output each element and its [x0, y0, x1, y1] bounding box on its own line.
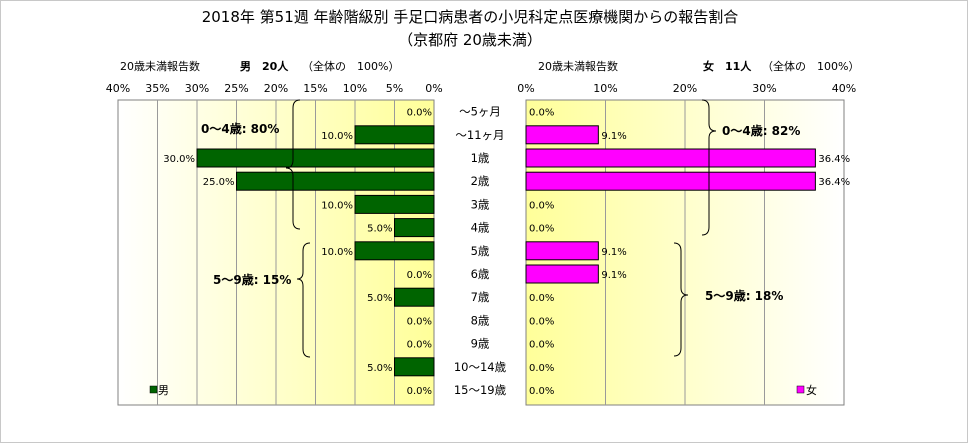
category-label: ～11ヶ月	[455, 128, 504, 142]
category-label: 5歳	[471, 244, 490, 258]
male-legend-label: 男	[158, 384, 169, 397]
male-data-label: 0.0%	[407, 270, 432, 281]
female-legend-label: 女	[806, 383, 817, 397]
male-data-labels: 0.0% 10.0% 30.0% 25.0% 10.0% 5.0% 10.0% 0.0% 5.0…	[163, 108, 432, 397]
male-data-label: 25.0%	[203, 177, 235, 188]
male-tick-label: 40%	[106, 82, 130, 95]
female-0-4-brace	[701, 99, 717, 236]
category-label: 15～19歳	[454, 383, 507, 397]
female-0-4-annotation: 0～4歳: 82%	[722, 123, 800, 138]
category-label: 2歳	[471, 174, 490, 188]
female-data-labels: 0.0% 9.1% 36.4% 36.4% 0.0% 0.0% 9.1% 9.1% 0.0% 0.…	[529, 108, 850, 397]
male-tick-label: 5%	[386, 82, 403, 95]
male-legend-swatch	[149, 385, 158, 394]
female-5-9-brace	[673, 242, 689, 357]
female-data-label: 0.0%	[529, 340, 554, 351]
male-bar	[354, 125, 435, 145]
male-header-note: （全体の 100%）	[302, 59, 399, 73]
female-data-label: 9.1%	[601, 247, 626, 258]
female-tick-label: 0%	[517, 82, 534, 95]
female-data-label: 0.0%	[529, 386, 554, 397]
male-data-label: 5.0%	[367, 363, 392, 374]
female-header-left: 20歳未満報告数	[538, 60, 618, 73]
category-label: 4歳	[471, 221, 490, 235]
female-bar	[525, 241, 599, 261]
female-bar	[525, 171, 816, 191]
male-tick-label: 35%	[145, 82, 169, 95]
female-bar	[525, 125, 599, 145]
male-bar	[394, 287, 435, 307]
category-labels: ～5ヶ月 ～11ヶ月 1歳 2歳 3歳 4歳 5歳 6歳 7歳 8歳 9歳 10～14歳 15～19歳	[454, 105, 507, 397]
male-bar	[394, 357, 435, 377]
male-tick-label: 15%	[303, 82, 327, 95]
female-tick-label: 10%	[593, 82, 617, 95]
category-label: ～5ヶ月	[459, 105, 501, 119]
chart-title: 2018年 第51週 年齢階級別 手足口病患者の小児科定点医療機関からの報告割合	[202, 8, 739, 26]
female-data-label: 9.1%	[601, 270, 626, 281]
male-data-label: 0.0%	[407, 108, 432, 119]
male-bar	[236, 171, 435, 191]
male-data-label: 30.0%	[163, 154, 195, 165]
female-data-label: 0.0%	[529, 316, 554, 327]
male-data-label: 0.0%	[407, 340, 432, 351]
category-label: 10～14歳	[454, 360, 507, 374]
male-data-label: 10.0%	[321, 131, 353, 142]
female-data-label: 0.0%	[529, 293, 554, 304]
male-0-4-annotation: 0～4歳: 80%	[201, 121, 279, 136]
female-data-label: 0.0%	[529, 200, 554, 211]
male-header-count: 男 20人	[240, 59, 289, 73]
male-data-label: 0.0%	[407, 316, 432, 327]
female-legend-swatch	[796, 385, 805, 394]
male-axis-ticks: 40% 35% 30% 25% 20% 15% 10% 5% 0%	[106, 82, 443, 95]
male-data-label: 0.0%	[407, 386, 432, 397]
male-bar	[394, 218, 435, 238]
category-label: 3歳	[471, 197, 490, 211]
male-bars	[196, 125, 435, 377]
male-data-label: 5.0%	[367, 224, 392, 235]
female-tick-label: 40%	[832, 82, 856, 95]
female-data-label: 36.4%	[818, 177, 850, 188]
female-tick-label: 30%	[752, 82, 776, 95]
category-label: 7歳	[471, 290, 490, 304]
female-header-note: （全体の 100%）	[762, 59, 859, 73]
category-label: 6歳	[471, 267, 490, 281]
category-label: 8歳	[471, 313, 490, 327]
male-data-label: 10.0%	[321, 200, 353, 211]
male-5-9-brace	[296, 242, 311, 358]
female-data-label: 36.4%	[818, 154, 850, 165]
male-0-4-brace	[285, 99, 301, 230]
male-bar	[354, 241, 435, 261]
male-data-label: 10.0%	[321, 247, 353, 258]
male-tick-label: 0%	[425, 82, 442, 95]
female-5-9-annotation: 5～9歳: 18%	[705, 288, 783, 303]
female-bar	[525, 264, 599, 284]
category-label: 1歳	[471, 151, 490, 165]
male-5-9-annotation: 5～9歳: 15%	[213, 272, 291, 287]
female-data-label: 0.0%	[529, 363, 554, 374]
male-bar	[196, 148, 435, 168]
female-bar	[525, 148, 816, 168]
female-bars	[525, 125, 816, 284]
male-tick-label: 25%	[224, 82, 248, 95]
male-bar	[354, 194, 435, 214]
female-tick-label: 20%	[673, 82, 697, 95]
male-tick-label: 10%	[343, 82, 367, 95]
female-header-count: 女 11人	[703, 59, 752, 73]
female-data-label: 0.0%	[529, 108, 554, 119]
female-axis-ticks: 0% 10% 20% 30% 40%	[517, 82, 856, 95]
category-label: 9歳	[471, 337, 490, 351]
male-data-label: 5.0%	[367, 293, 392, 304]
male-tick-label: 20%	[264, 82, 288, 95]
chart-subtitle: （京都府 20歳未満）	[398, 31, 542, 49]
male-tick-label: 30%	[185, 82, 209, 95]
male-header-left: 20歳未満報告数	[120, 60, 200, 73]
female-data-label: 9.1%	[601, 131, 626, 142]
female-data-label: 0.0%	[529, 224, 554, 235]
